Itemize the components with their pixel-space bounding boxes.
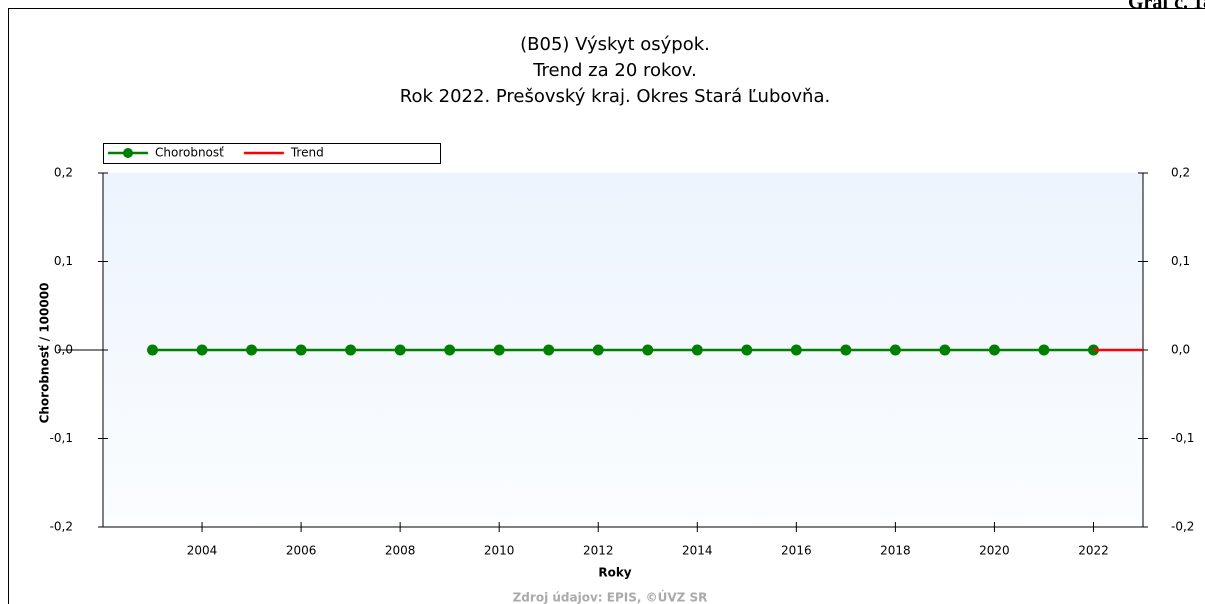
x-tick-label: 2018 (880, 544, 911, 558)
data-point (939, 344, 951, 356)
data-point (889, 344, 901, 356)
data-point (790, 344, 802, 356)
y-tick-label: -0,1 (50, 431, 73, 445)
x-tick-label: 2008 (385, 544, 416, 558)
source-note: Zdroj údajov: EPIS, ©ÚVZ SR (513, 590, 708, 604)
y2-tick-label: 0,2 (1171, 166, 1190, 180)
x-tick-label: 2016 (781, 544, 812, 558)
page-label: Graf č. 18 (1128, 0, 1205, 14)
data-point (295, 344, 307, 356)
data-point (394, 344, 406, 356)
y-tick-label: -0,2 (50, 520, 73, 534)
legend-label: Trend (290, 146, 324, 160)
x-tick-label: 2006 (286, 544, 317, 558)
legend: Chorobnosť Trend (103, 143, 441, 164)
chart-title: (B05) Výskyt osýpok. (520, 34, 710, 55)
data-point (592, 344, 604, 356)
data-point (246, 344, 258, 356)
chart-title: Trend za 20 rokov. (532, 60, 697, 81)
x-tick-label: 2012 (583, 544, 614, 558)
y-tick-label: 0,1 (54, 254, 73, 268)
x-axis-label: Roky (598, 566, 631, 580)
legend-marker (123, 148, 133, 158)
y2-tick-label: -0,2 (1171, 520, 1194, 534)
data-point (741, 344, 753, 356)
legend-label: Chorobnosť (155, 146, 224, 160)
y2-tick-label: 0,0 (1171, 343, 1190, 357)
data-point (543, 344, 555, 356)
data-point (493, 344, 505, 356)
y-tick-label: 0,0 (54, 343, 73, 357)
data-point (642, 344, 654, 356)
x-tick-label: 2010 (484, 544, 515, 558)
data-point (840, 344, 852, 356)
y2-tick-label: 0,1 (1171, 254, 1190, 268)
data-point (196, 344, 208, 356)
data-point (691, 344, 703, 356)
y2-tick-label: -0,1 (1171, 431, 1194, 445)
data-point (444, 344, 456, 356)
x-tick-label: 2022 (1078, 544, 1109, 558)
x-tick-label: 2020 (979, 544, 1010, 558)
y-tick-label: 0,2 (54, 166, 73, 180)
data-point (988, 344, 1000, 356)
data-point (1038, 344, 1050, 356)
data-point (345, 344, 357, 356)
x-tick-label: 2014 (682, 544, 713, 558)
y-axis-label: Chorobnosť / 100000 (38, 283, 52, 424)
x-tick-label: 2004 (187, 544, 218, 558)
chart-title: Rok 2022. Prešovský kraj. Okres Stará Ľu… (400, 86, 830, 107)
data-point (147, 344, 159, 356)
